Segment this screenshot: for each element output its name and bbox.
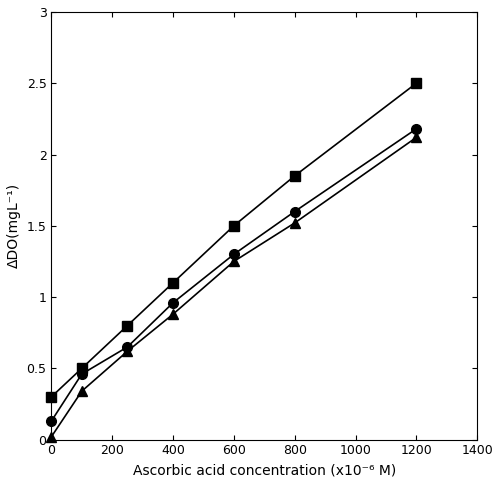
Y-axis label: ΔDO(mgL⁻¹): ΔDO(mgL⁻¹) xyxy=(7,183,21,268)
X-axis label: Ascorbic acid concentration (x10⁻⁶ M): Ascorbic acid concentration (x10⁻⁶ M) xyxy=(132,463,396,477)
